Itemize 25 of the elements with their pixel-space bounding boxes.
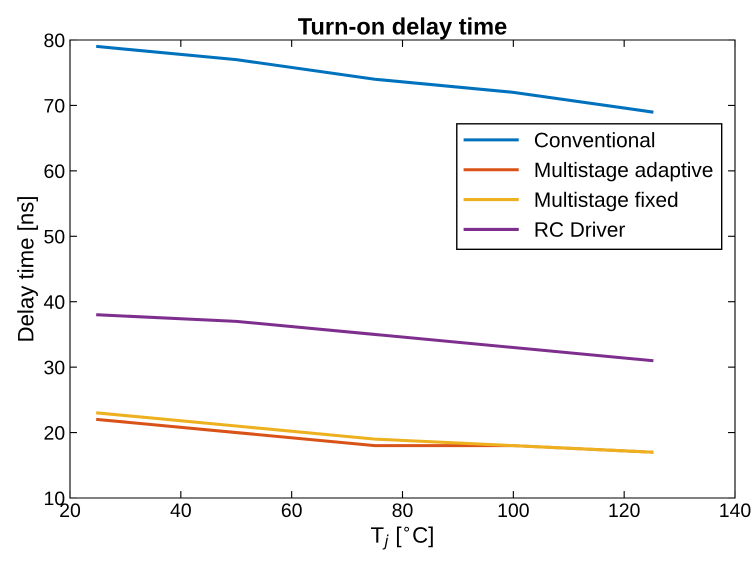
legend-label: Multistage adaptive — [536, 162, 712, 182]
line-series — [96, 313, 654, 362]
line-series — [96, 45, 654, 114]
x-axis-title: T$_{j}$ [$^{∘}$C] — [371, 526, 433, 550]
x-tick-label: 100 — [498, 503, 529, 518]
legend-label: Multistage fixed — [536, 192, 678, 212]
y-axis-title: Delay time [ns] — [17, 197, 38, 341]
chart-title: Turn-on delay time — [298, 17, 506, 40]
y-tick-label: 40 — [44, 295, 64, 309]
x-tick-label: 140 — [720, 503, 750, 518]
x-tick-label: 60 — [282, 503, 302, 518]
x-tick-label: 40 — [170, 503, 191, 518]
y-tick-label: 20 — [44, 426, 64, 440]
y-tick-label: 70 — [44, 98, 64, 113]
x-tick-label: 120 — [609, 503, 640, 518]
y-tick-label: 80 — [44, 33, 64, 48]
legend-label: Conventional — [534, 132, 654, 148]
x-tick-label: 80 — [392, 503, 413, 518]
x-tick-label: 20 — [60, 503, 80, 518]
y-tick-label: 10 — [44, 491, 64, 506]
line-series — [96, 411, 654, 454]
y-tick-label: 30 — [44, 360, 64, 374]
y-tick-label: 50 — [44, 230, 64, 244]
y-tick-label: 60 — [44, 164, 64, 178]
legend-label: RC Driver — [536, 222, 625, 237]
